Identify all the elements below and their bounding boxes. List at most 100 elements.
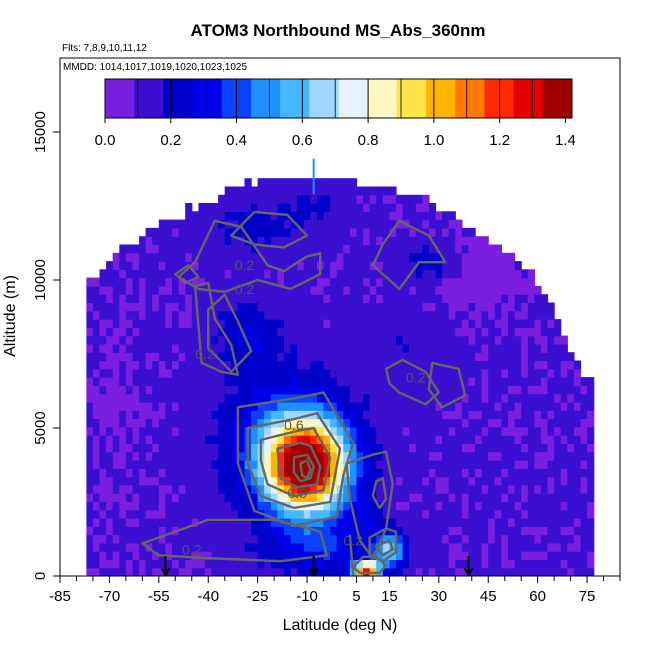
heatmap-cell	[145, 493, 153, 502]
heatmap-cell	[475, 352, 483, 362]
heatmap-cell	[396, 567, 404, 576]
heatmap-cell	[251, 211, 259, 221]
heatmap-cell	[198, 418, 206, 428]
heatmap-cell	[587, 476, 595, 486]
heatmap-cell	[185, 219, 193, 229]
heatmap-cell	[277, 368, 285, 378]
heatmap-cell	[92, 285, 101, 295]
heatmap-cell	[547, 343, 555, 353]
heatmap-cell	[310, 302, 318, 312]
heatmap-cell	[376, 227, 384, 237]
heatmap-cell	[211, 368, 219, 378]
heatmap-cell	[488, 261, 496, 270]
heatmap-cell	[185, 244, 193, 254]
heatmap-cell	[139, 368, 147, 378]
heatmap-cell	[349, 186, 358, 196]
heatmap-cell	[389, 252, 397, 262]
heatmap-cell	[343, 203, 351, 212]
heatmap-cell	[231, 435, 239, 444]
heatmap-cell	[415, 435, 423, 444]
heatmap-cell	[264, 203, 272, 212]
heatmap-cell	[343, 551, 351, 560]
heatmap-cell	[428, 443, 437, 453]
heatmap-cell	[567, 460, 575, 469]
heatmap-cell	[284, 294, 292, 304]
heatmap-cell	[554, 393, 562, 403]
heatmap-cell	[92, 385, 101, 395]
heatmap-cell	[251, 410, 259, 420]
heatmap-cell	[363, 426, 371, 436]
heatmap-cell	[415, 393, 423, 403]
heatmap-cell	[106, 418, 114, 428]
contour-line	[230, 210, 309, 249]
heatmap-cell	[587, 501, 595, 511]
heatmap-cell	[158, 261, 166, 270]
heatmap-cell	[211, 203, 219, 212]
heatmap-cell	[310, 418, 318, 428]
heatmap-cell	[172, 435, 180, 444]
heatmap-cell	[435, 567, 443, 576]
heatmap-cell	[415, 327, 423, 337]
heatmap-cell	[382, 352, 390, 362]
heatmap-cell	[343, 186, 351, 196]
heatmap-cell	[152, 393, 160, 403]
heatmap-cell	[224, 319, 232, 328]
heatmap-cell	[402, 285, 410, 295]
heatmap-cell	[540, 534, 549, 544]
heatmap-cell	[521, 460, 529, 469]
heatmap-cell	[330, 393, 338, 403]
heatmap-cell	[257, 294, 265, 304]
heatmap-cell	[185, 393, 193, 403]
heatmap-cell	[165, 327, 173, 337]
heatmap-cell	[534, 418, 542, 428]
heatmap-cell	[580, 476, 588, 486]
heatmap-cell	[132, 261, 140, 270]
heatmap-cell	[297, 368, 305, 378]
heatmap-cell	[422, 236, 430, 246]
heatmap-cell	[540, 335, 549, 345]
heatmap-cell	[336, 319, 344, 328]
heatmap-cell	[422, 518, 430, 527]
heatmap-cell	[389, 269, 397, 279]
heatmap-cell	[125, 534, 134, 544]
heatmap-cell	[402, 393, 410, 403]
heatmap-cell	[435, 368, 443, 378]
heatmap-cell	[481, 302, 489, 312]
heatmap-cell	[343, 418, 351, 428]
heatmap-cell	[488, 542, 496, 552]
heatmap-cell	[336, 385, 344, 395]
heatmap-cell	[218, 360, 226, 370]
heatmap-cell	[363, 460, 371, 469]
heatmap-cell	[172, 343, 180, 353]
heatmap-cell	[527, 360, 535, 370]
heatmap-cell	[534, 501, 542, 511]
heatmap-cell	[402, 476, 410, 486]
heatmap-cell	[560, 402, 568, 411]
heatmap-cell	[218, 385, 226, 395]
heatmap-cell	[251, 236, 259, 246]
heatmap-cell	[290, 493, 298, 502]
heatmap-cell	[409, 385, 417, 395]
heatmap-cell	[521, 509, 529, 519]
heatmap-cell	[270, 542, 278, 552]
heatmap-cell	[310, 319, 318, 328]
heatmap-cell	[297, 518, 305, 527]
heatmap-cell	[211, 277, 219, 287]
heatmap-cell	[455, 385, 463, 395]
heatmap-cell	[422, 435, 430, 444]
heatmap-cell	[442, 285, 450, 295]
heatmap-cell	[475, 410, 483, 420]
heatmap-cell	[534, 410, 542, 420]
colorbar-tick-label: 1.4	[555, 132, 576, 149]
heatmap-cell	[191, 509, 199, 519]
heatmap-cell	[145, 509, 153, 519]
contour-label: 0.2	[235, 257, 255, 273]
heatmap-cell	[290, 526, 298, 536]
heatmap-cell	[382, 285, 390, 295]
heatmap-cell	[231, 335, 239, 345]
heatmap-cell	[396, 219, 404, 229]
heatmap-cell	[461, 277, 470, 287]
heatmap-cell	[508, 518, 516, 527]
heatmap-cell	[508, 493, 516, 502]
heatmap-cell	[461, 559, 470, 569]
